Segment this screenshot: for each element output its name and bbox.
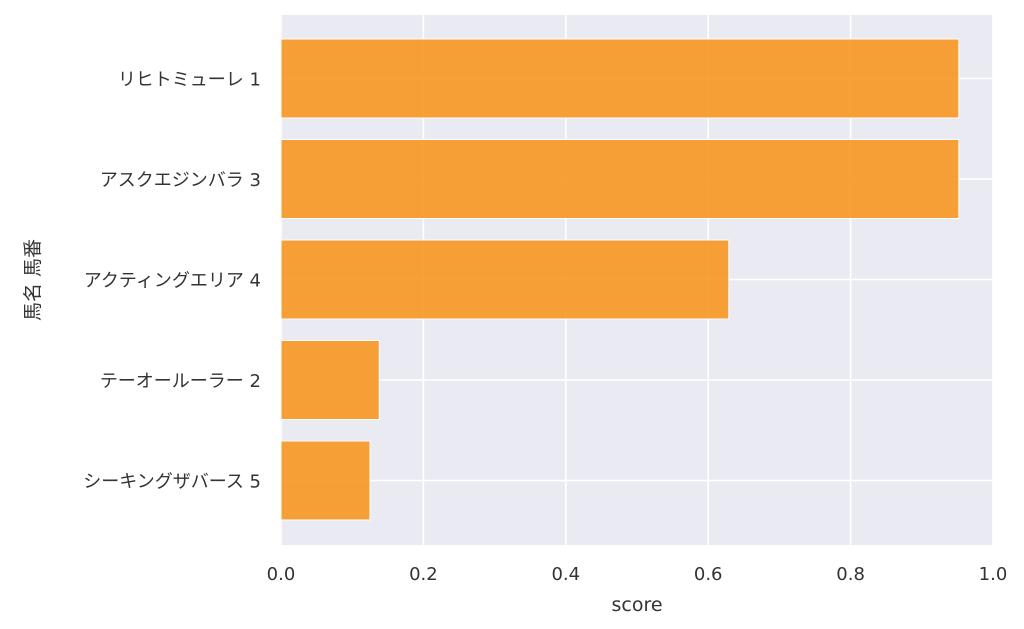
y-tick-labels: リヒトミューレ 1 アスクエジンバラ 3 アクティングエリア 4 テーオールーラー 2…	[83, 70, 261, 493]
y-tick-label: シーキングザバース 5	[83, 472, 261, 493]
bar	[280, 340, 380, 420]
x-tick-label: 0.6	[694, 564, 723, 585]
x-tick-label: 0.0	[267, 564, 296, 585]
bar	[280, 239, 730, 320]
bars	[280, 38, 960, 521]
x-tick-label: 0.2	[409, 564, 438, 585]
x-tick-label: 0.8	[836, 564, 865, 585]
x-tick-label: 0.4	[551, 564, 580, 585]
x-tick-labels: 0.0 0.2 0.4 0.6 0.8 1.0	[267, 564, 1008, 585]
y-tick-label: アスクエジンバラ 3	[100, 170, 261, 191]
bar	[280, 440, 371, 521]
bar	[280, 38, 960, 119]
y-tick-label: アクティングエリア 4	[84, 271, 261, 292]
y-tick-label: リヒトミューレ 1	[118, 70, 261, 91]
bar	[280, 139, 960, 219]
x-tick-label: 1.0	[979, 564, 1008, 585]
y-axis-label: 馬名 馬番	[22, 239, 44, 321]
x-axis-label: score	[611, 594, 662, 616]
y-tick-label: テーオールーラー 2	[100, 371, 261, 392]
